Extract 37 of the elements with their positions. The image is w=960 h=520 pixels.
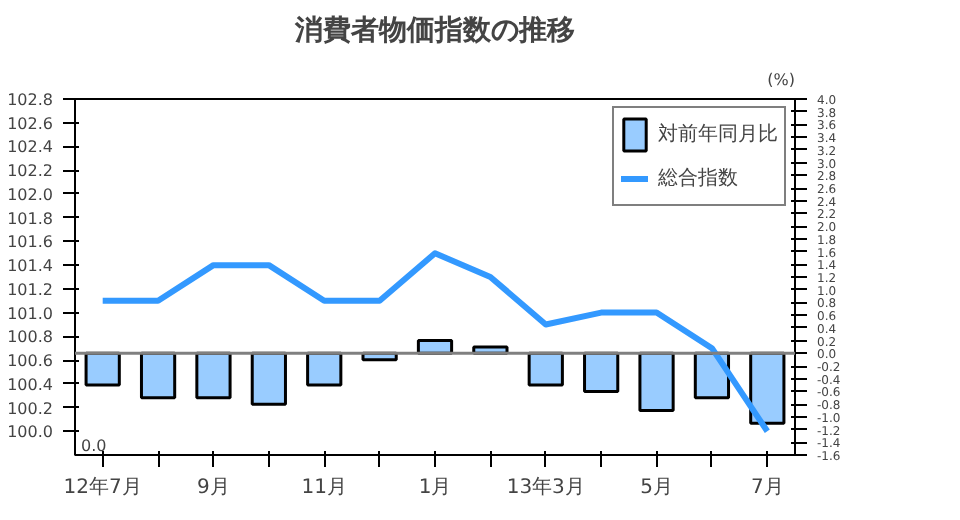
- x-tick-label: 11月: [301, 477, 347, 499]
- y-tick-label: 101.6: [7, 233, 54, 252]
- y-tick-label: 100.6: [7, 352, 54, 371]
- bar: [195, 351, 232, 400]
- y-tick-label: 101.8: [7, 209, 54, 228]
- y-tick-label: 102.4: [7, 138, 54, 157]
- line-series: [99, 250, 771, 435]
- bar: [250, 351, 287, 406]
- bar: [306, 351, 343, 387]
- x-tick-label: 13年3月: [506, 475, 585, 499]
- bar: [749, 351, 786, 425]
- x-tick-label: 1月: [418, 477, 452, 499]
- y-tick-label: 101.4: [7, 257, 54, 276]
- legend-label: 対前年同月比: [658, 121, 778, 148]
- y-tick-label: 102.8: [7, 91, 54, 109]
- x-tick-label: 5月: [640, 477, 673, 499]
- chart-title: 消費者物価指数の推移: [293, 15, 575, 47]
- y-tick-label: 102.6: [7, 114, 54, 133]
- x-tick-label: 12年7月: [63, 475, 142, 499]
- y-tick-label: 101.0: [7, 304, 54, 323]
- y2-axis-title: (%): [767, 71, 795, 89]
- y-tick-label: 102.2: [7, 162, 54, 181]
- x-tick-label: 9月: [197, 477, 230, 499]
- y-tick-label: 100.8: [7, 328, 54, 347]
- annotation: 0.0: [81, 437, 107, 455]
- y-tick-label: 100.0: [7, 423, 54, 442]
- x-tick-label: 7月: [750, 477, 784, 499]
- y-tick-label: 100.2: [7, 399, 54, 418]
- bar: [583, 351, 620, 393]
- bar: [638, 351, 675, 412]
- y-tick-label: 101.2: [7, 280, 54, 299]
- y-tick-label: 102.0: [7, 185, 54, 204]
- y-tick-label: 100.4: [7, 375, 54, 394]
- legend-label: 総合指数: [658, 165, 738, 192]
- bar: [527, 351, 564, 387]
- bar: [84, 351, 121, 387]
- bar: [139, 351, 177, 400]
